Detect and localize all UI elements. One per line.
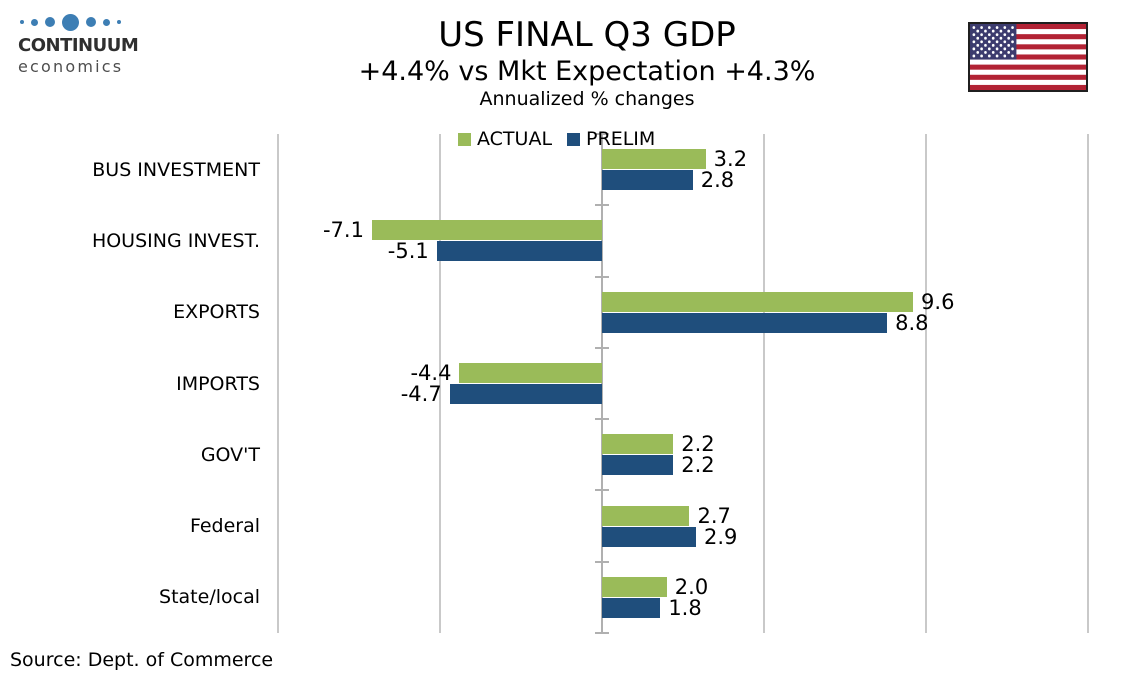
legend-item-actual: ACTUAL <box>458 128 552 150</box>
legend-item-prelim: PRELIM <box>567 128 655 150</box>
value-label: 3.2 <box>713 147 748 172</box>
bar-prelim <box>436 241 602 262</box>
legend-swatch-actual-icon <box>458 132 471 146</box>
gridline <box>763 134 765 633</box>
axis-tick <box>595 275 609 278</box>
logo-brand-text: CONTINUUM <box>18 35 139 56</box>
axis-tick <box>595 133 609 135</box>
gridline <box>925 134 927 633</box>
us-flag-icon <box>968 22 1088 92</box>
bar-actual <box>602 291 914 312</box>
value-label: 2.8 <box>700 168 735 193</box>
value-label: 2.0 <box>674 574 709 599</box>
legend-label-actual: ACTUAL <box>477 128 553 150</box>
value-label: 9.6 <box>921 289 955 314</box>
legend-swatch-prelim-icon <box>567 132 581 146</box>
logo-dots-icon <box>20 13 158 31</box>
value-label: 2.9 <box>703 524 738 549</box>
axis-tick <box>595 489 609 492</box>
category-label: HOUSING INVEST. <box>91 229 260 252</box>
bar-prelim <box>602 312 888 333</box>
category-label: Federal <box>189 515 260 538</box>
logo-dot-icon <box>45 17 55 27</box>
bar-prelim <box>602 526 696 547</box>
chart-subtitle: +4.4% vs Mkt Expectation +4.3% <box>358 56 816 87</box>
bar-actual <box>602 434 674 455</box>
value-label: 1.8 <box>668 595 702 620</box>
axis-tick <box>595 418 609 421</box>
chart-legend: ACTUAL PRELIM <box>458 128 655 150</box>
axis-tick <box>595 204 609 207</box>
value-label: -4.7 <box>400 382 442 406</box>
gridline <box>439 134 441 633</box>
logo-dot-icon <box>103 18 110 26</box>
bar-actual <box>602 576 667 597</box>
category-label: EXPORTS <box>173 301 260 324</box>
bar-actual <box>371 220 602 241</box>
chart-title: US FINAL Q3 GDP <box>438 15 736 55</box>
bar-prelim <box>602 170 693 191</box>
gridline <box>277 134 279 633</box>
axis-tick <box>595 560 609 563</box>
category-label: IMPORTS <box>176 372 260 395</box>
bar-prelim <box>449 384 602 404</box>
logo-subtitle-text: economics <box>18 57 124 76</box>
value-label: -5.1 <box>387 239 429 264</box>
gridline <box>1087 134 1089 633</box>
category-label: State/local <box>159 586 260 609</box>
value-label: 8.8 <box>895 310 929 335</box>
value-label: -4.4 <box>410 361 452 385</box>
logo-dot-icon <box>31 18 38 26</box>
chart-header: US FINAL Q3 GDP +4.4% vs Mkt Expectation… <box>40 14 1134 111</box>
legend-label-prelim: PRELIM <box>586 128 656 150</box>
value-label: 2.2 <box>681 432 715 457</box>
logo-dot-icon <box>62 13 79 31</box>
category-label: GOV'T <box>200 443 260 466</box>
logo-dot-icon <box>20 20 24 24</box>
value-label: -7.1 <box>322 218 364 243</box>
bar-prelim <box>602 455 674 476</box>
continuum-logo: CONTINUUM economics <box>18 13 158 76</box>
value-label: 2.7 <box>697 503 731 528</box>
value-label: 2.2 <box>681 453 715 478</box>
source-note: Source: Dept. of Commerce <box>10 649 274 671</box>
axis-tick <box>595 346 609 349</box>
bar-prelim <box>602 597 661 618</box>
zero-axis-line <box>601 134 603 633</box>
logo-dot-icon <box>86 17 96 27</box>
bar-actual <box>459 363 602 383</box>
bar-actual <box>602 505 690 526</box>
category-label: BUS INVESTMENT <box>92 158 260 181</box>
axis-tick <box>595 632 609 634</box>
chart-note: Annualized % changes <box>479 88 695 110</box>
bar-actual <box>602 149 706 170</box>
logo-dot-icon <box>117 20 121 24</box>
